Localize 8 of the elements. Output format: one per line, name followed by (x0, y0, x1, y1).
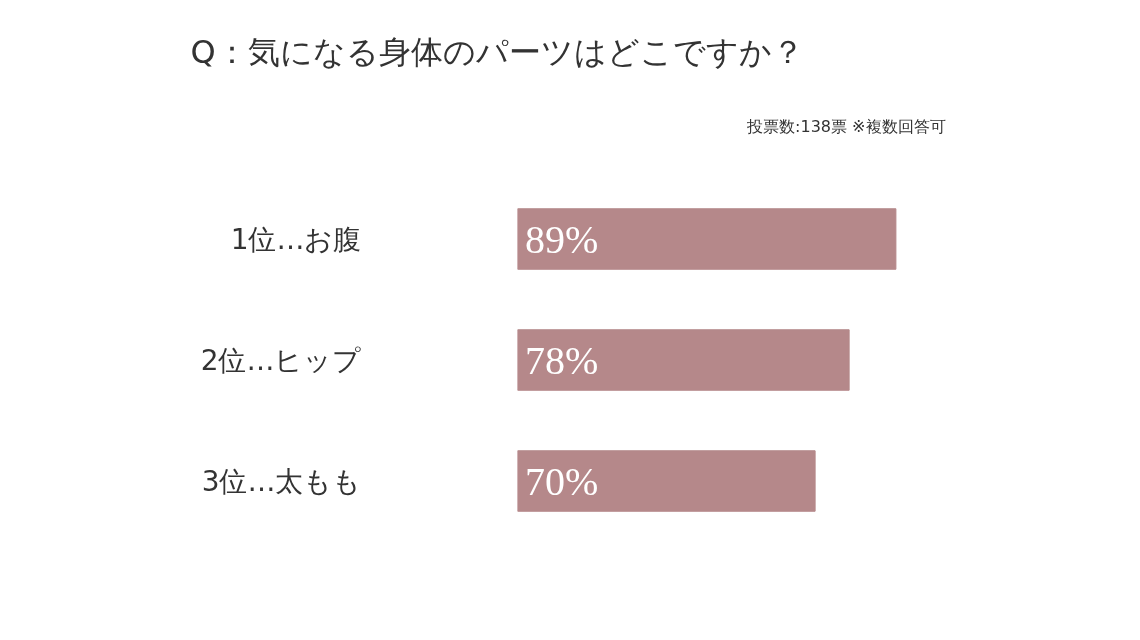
y-tick-label: 2位…ヒップ (200, 343, 362, 377)
y-tick-label: 3位…太もも (201, 464, 362, 498)
data-label: 78% (525, 337, 599, 383)
data-label: 89% (525, 216, 599, 262)
chart-title: Q：気になる身体のパーツはどこですか？ (190, 32, 804, 71)
y-tick-label: 1位…お腹 (230, 222, 362, 256)
data-label: 70% (525, 458, 599, 504)
chart-subtitle: 投票数:138票 ※複数回答可 (746, 117, 946, 136)
